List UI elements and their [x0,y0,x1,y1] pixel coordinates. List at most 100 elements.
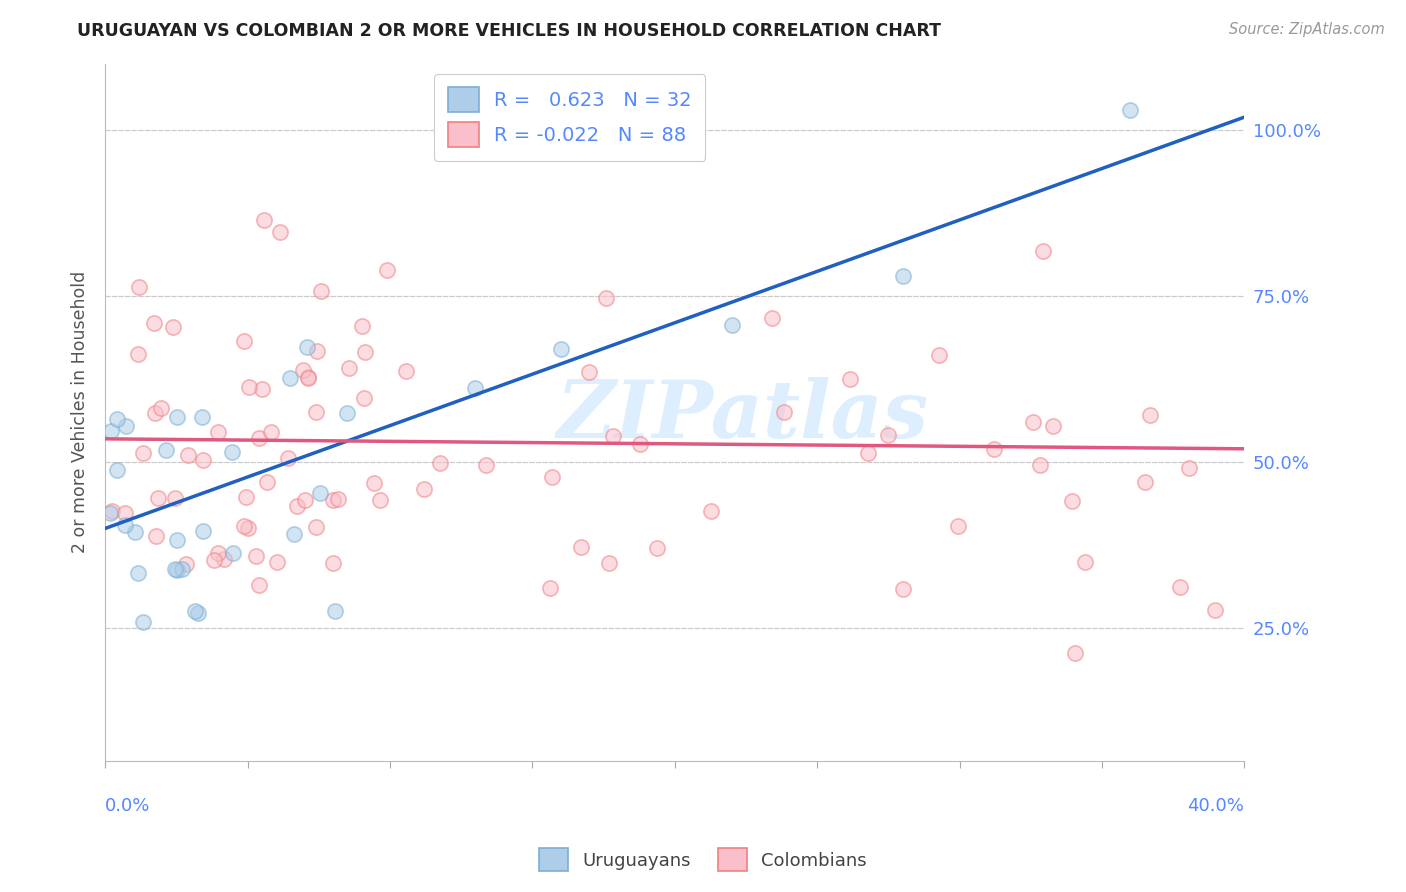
Point [354,345,377,359]
Point [305,520,328,534]
Point [260,425,283,440]
Point [105,412,128,426]
Point [127,347,149,361]
Point [550,342,572,356]
Point [187,607,209,621]
Point [602,428,624,442]
Point [233,519,256,533]
Point [1204,603,1226,617]
Point [946,518,969,533]
Point [269,225,291,239]
Point [115,418,138,433]
Point [1022,416,1045,430]
Point [285,499,308,513]
Point [326,492,349,507]
Point [207,425,229,440]
Point [191,409,214,424]
Text: URUGUAYAN VS COLOMBIAN 2 OR MORE VEHICLES IN HOUSEHOLD CORRELATION CHART: URUGUAYAN VS COLOMBIAN 2 OR MORE VEHICLE… [77,22,942,40]
Point [1060,494,1083,508]
Point [336,406,359,420]
Point [145,529,167,543]
Point [337,361,360,376]
Point [283,527,305,541]
Point [322,556,344,570]
Point [856,446,879,460]
Point [221,445,243,459]
Point [150,401,173,416]
Point [876,428,898,442]
Text: 40.0%: 40.0% [1188,797,1244,815]
Point [101,504,124,518]
Point [163,562,186,576]
Point [891,582,914,596]
Point [165,491,187,505]
Point [598,556,620,570]
Point [256,475,278,490]
Y-axis label: 2 or more Vehicles in Household: 2 or more Vehicles in Household [72,271,89,553]
Point [170,561,193,575]
Text: Source: ZipAtlas.com: Source: ZipAtlas.com [1229,22,1385,37]
Point [1074,555,1097,569]
Point [538,581,561,595]
Text: 0.0%: 0.0% [105,797,150,815]
Point [114,518,136,533]
Point [578,365,600,379]
Point [207,546,229,560]
Point [1032,244,1054,259]
Point [541,470,564,484]
Point [127,566,149,580]
Point [221,546,243,560]
Point [309,486,332,500]
Point [464,381,486,395]
Point [761,310,783,325]
Point [1119,103,1142,118]
Point [238,380,260,394]
Point [1139,408,1161,422]
Point [114,506,136,520]
Point [247,431,270,445]
Point [475,458,498,472]
Text: ZIPatlas: ZIPatlas [557,377,929,455]
Point [1042,419,1064,434]
Point [323,604,346,618]
Point [277,450,299,465]
Point [146,491,169,505]
Point [891,268,914,283]
Point [295,340,318,354]
Point [413,483,436,497]
Point [628,437,651,451]
Point [720,318,742,333]
Point [245,549,267,563]
Point [184,604,207,618]
Point [132,615,155,629]
Point [128,280,150,294]
Point [142,316,165,330]
Point [100,424,122,438]
Point [928,348,950,362]
Point [375,263,398,277]
Point [322,493,344,508]
Point [235,490,257,504]
Point [177,448,200,462]
Legend: Uruguayans, Colombians: Uruguayans, Colombians [531,841,875,879]
Point [368,493,391,508]
Point [98,507,121,521]
Point [252,382,274,396]
Point [193,524,215,538]
Point [647,541,669,555]
Point [395,364,418,378]
Point [232,334,254,349]
Legend: R =   0.623   N = 32, R = -0.022   N = 88: R = 0.623 N = 32, R = -0.022 N = 88 [434,74,706,161]
Point [294,493,316,508]
Point [266,555,288,569]
Point [278,371,301,385]
Point [247,578,270,592]
Point [297,371,319,385]
Point [838,372,860,386]
Point [595,291,617,305]
Point [166,409,188,424]
Point [569,541,592,555]
Point [983,442,1005,456]
Point [124,524,146,539]
Point [155,442,177,457]
